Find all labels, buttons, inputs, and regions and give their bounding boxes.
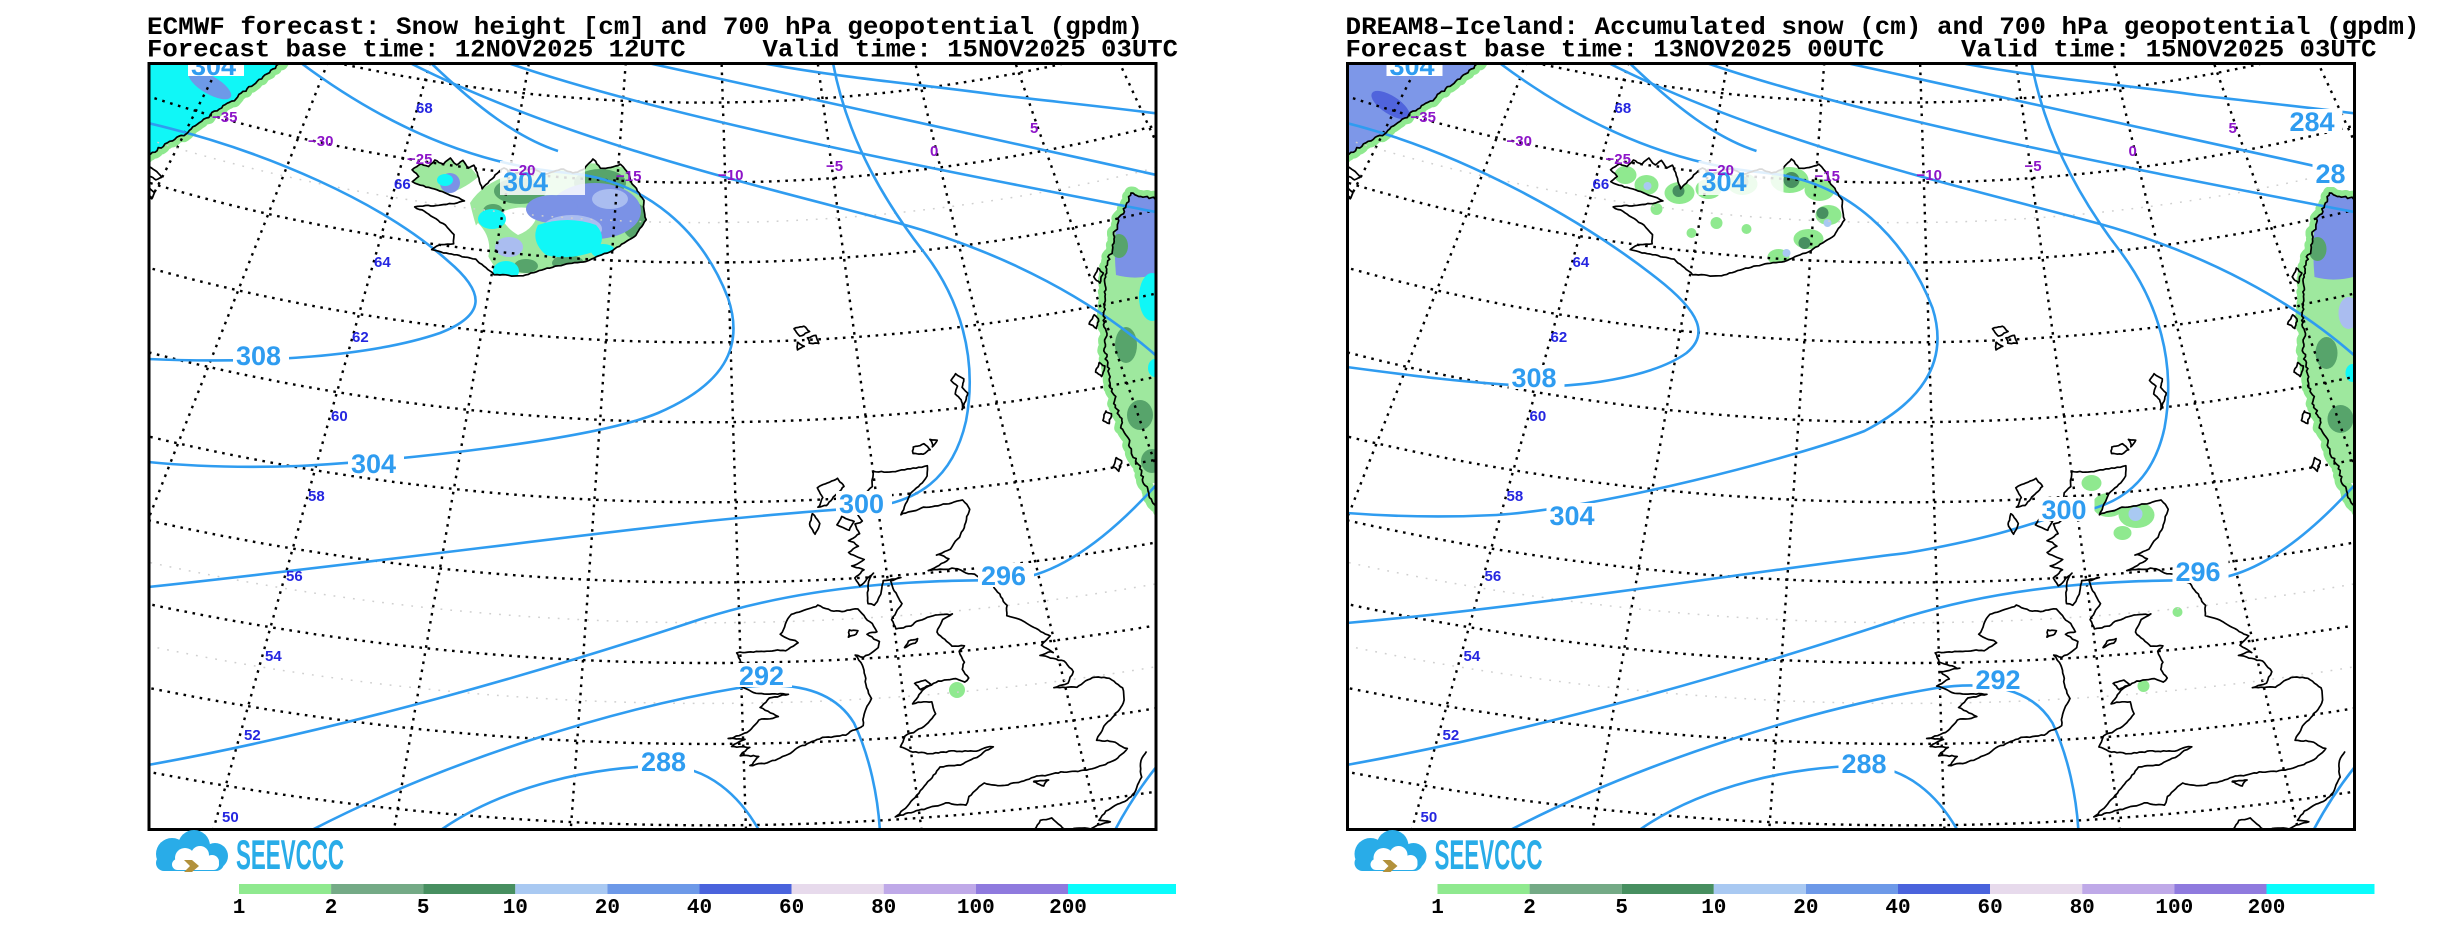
svg-text:1: 1 — [233, 897, 246, 920]
svg-text:62: 62 — [352, 329, 369, 346]
svg-text:5: 5 — [1030, 120, 1038, 137]
svg-text:28: 28 — [2316, 159, 2346, 189]
svg-text:304: 304 — [191, 51, 236, 81]
svg-text:54: 54 — [1464, 648, 1481, 665]
svg-text:−35: −35 — [1411, 109, 1436, 126]
svg-text:ECMWF forecast: Snow height [c: ECMWF forecast: Snow height [cm] and 700… — [147, 13, 1143, 42]
svg-text:308: 308 — [1512, 363, 1557, 393]
svg-text:0: 0 — [2129, 143, 2137, 160]
svg-text:304: 304 — [503, 167, 548, 197]
svg-text:308: 308 — [236, 341, 281, 371]
svg-text:52: 52 — [1443, 727, 1460, 744]
svg-text:54: 54 — [265, 648, 282, 665]
svg-text:−25: −25 — [407, 151, 432, 168]
svg-text:−10: −10 — [718, 167, 743, 184]
svg-text:304: 304 — [1702, 167, 1747, 197]
svg-text:−10: −10 — [1917, 167, 1942, 184]
svg-text:304: 304 — [351, 449, 396, 479]
svg-text:304: 304 — [1390, 51, 1435, 81]
svg-text:−15: −15 — [616, 168, 641, 185]
svg-text:100: 100 — [957, 897, 995, 920]
svg-text:−15: −15 — [1815, 168, 1840, 185]
svg-text:68: 68 — [1615, 100, 1632, 117]
svg-text:66: 66 — [394, 176, 411, 193]
svg-text:300: 300 — [2042, 495, 2087, 525]
svg-text:56: 56 — [1485, 568, 1502, 585]
svg-text:5: 5 — [2229, 120, 2237, 137]
svg-text:200: 200 — [1049, 897, 1087, 920]
svg-text:40: 40 — [687, 897, 712, 920]
svg-text:62: 62 — [1551, 329, 1568, 346]
svg-text:288: 288 — [1842, 749, 1887, 779]
svg-text:56: 56 — [286, 568, 303, 585]
svg-text:52: 52 — [244, 727, 261, 744]
svg-text:−30: −30 — [1507, 133, 1532, 150]
svg-text:20: 20 — [595, 897, 620, 920]
svg-text:296: 296 — [981, 561, 1026, 591]
svg-text:300: 300 — [839, 489, 884, 519]
svg-text:292: 292 — [739, 661, 784, 691]
svg-text:288: 288 — [641, 747, 686, 777]
svg-text:−30: −30 — [308, 133, 333, 150]
svg-text:304: 304 — [1550, 501, 1595, 531]
svg-text:60: 60 — [779, 897, 804, 920]
svg-text:−25: −25 — [1606, 151, 1631, 168]
svg-text:−20: −20 — [510, 162, 535, 179]
svg-text:58: 58 — [1507, 488, 1524, 505]
svg-text:5: 5 — [417, 897, 430, 920]
svg-text:50: 50 — [1421, 809, 1438, 826]
svg-text:−35: −35 — [212, 109, 237, 126]
svg-text:0: 0 — [930, 143, 938, 160]
svg-text:64: 64 — [374, 254, 391, 271]
svg-text:60: 60 — [1530, 408, 1547, 425]
svg-text:68: 68 — [416, 100, 433, 117]
svg-text:66: 66 — [1593, 176, 1610, 193]
svg-text:−5: −5 — [2025, 158, 2042, 175]
svg-text:Forecast base time: 13NOV2025: Forecast base time: 13NOV2025 00UTC Vali… — [1346, 36, 2377, 65]
svg-text:58: 58 — [308, 488, 325, 505]
svg-text:−5: −5 — [826, 158, 843, 175]
svg-text:292: 292 — [1976, 665, 2021, 695]
svg-text:50: 50 — [222, 809, 239, 826]
svg-text:Forecast base time: 12NOV2025: Forecast base time: 12NOV2025 12UTC Vali… — [147, 36, 1178, 65]
svg-text:60: 60 — [331, 408, 348, 425]
svg-text:296: 296 — [2176, 557, 2221, 587]
svg-text:2: 2 — [325, 897, 338, 920]
svg-text:80: 80 — [871, 897, 896, 920]
svg-text:SEEVCCC: SEEVCCC — [236, 831, 344, 878]
svg-text:64: 64 — [1573, 254, 1590, 271]
svg-text:DREAM8–Iceland: Accumulated sn: DREAM8–Iceland: Accumulated snow (cm) an… — [1346, 13, 2420, 42]
svg-text:284: 284 — [2290, 107, 2335, 137]
svg-text:10: 10 — [503, 897, 528, 920]
svg-text:−20: −20 — [1709, 162, 1734, 179]
